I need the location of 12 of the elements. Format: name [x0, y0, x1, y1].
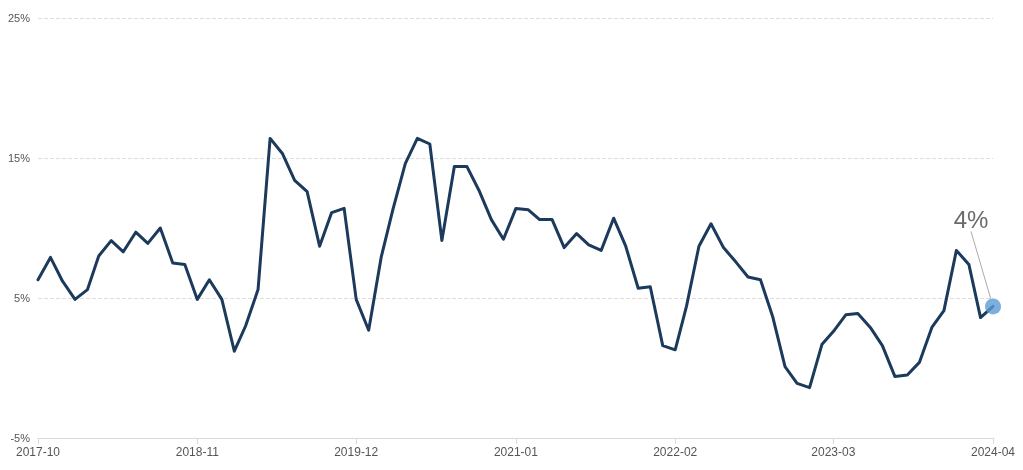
annotation: 4% [953, 205, 989, 233]
y-tick-label: 15% [7, 152, 31, 164]
x-tick-label: 2018-11 [175, 445, 220, 459]
y-tick-label: 5% [14, 292, 31, 304]
y-tick-label: -5% [10, 432, 31, 444]
x-tick-label: 2019-12 [334, 445, 379, 459]
x-tick-label: 2021-01 [493, 445, 539, 459]
x-tick-label: 2017-10 [15, 445, 61, 459]
y-tick-label: 25% [7, 12, 31, 24]
x-tick-label: 2024-04 [970, 445, 1016, 459]
x-tick-label: 2023-03 [811, 445, 856, 459]
x-tick-label: 2022-02 [653, 445, 698, 459]
